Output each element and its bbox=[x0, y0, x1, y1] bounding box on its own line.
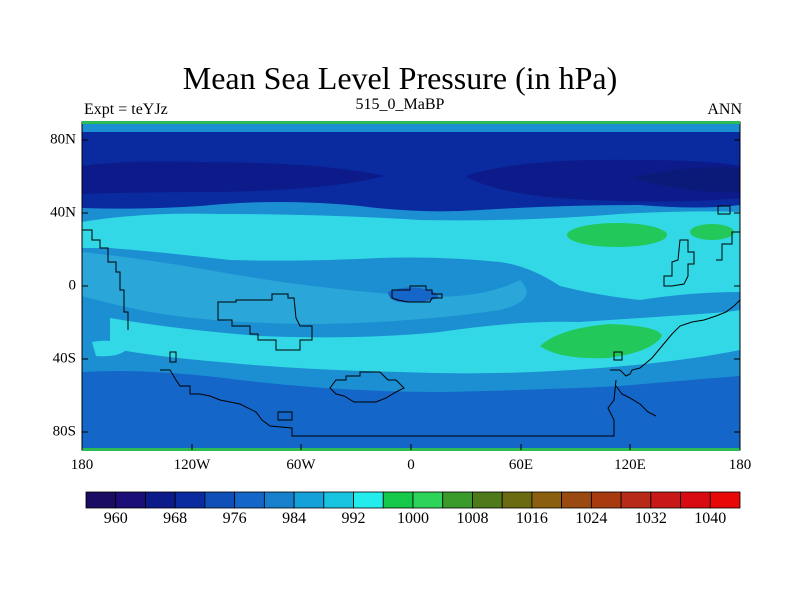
contour-region bbox=[690, 224, 734, 240]
colorbar-swatch bbox=[620, 491, 652, 509]
colorbar-label: 1000 bbox=[397, 510, 429, 527]
colorbar-swatch bbox=[353, 491, 384, 509]
x-tick-label: 120W bbox=[173, 457, 211, 473]
contour-region bbox=[82, 161, 385, 194]
colorbar-swatch bbox=[174, 491, 206, 509]
contour-region bbox=[388, 287, 439, 303]
x-tick-label: 60E bbox=[508, 457, 534, 473]
x-tick-label: 180 bbox=[728, 457, 752, 473]
y-tick-label: 40N bbox=[50, 204, 76, 221]
season-label: ANN bbox=[707, 101, 742, 118]
x-tick-label: 0 bbox=[407, 457, 415, 473]
axis-ticks bbox=[81, 139, 741, 450]
chart-title: Mean Sea Level Pressure (in hPa) bbox=[182, 60, 618, 96]
colorbar-label: 968 bbox=[163, 510, 188, 527]
contour-region bbox=[92, 340, 130, 357]
contour-region bbox=[82, 371, 740, 450]
colorbar-swatch bbox=[561, 491, 592, 509]
x-tick-label: 60W bbox=[286, 457, 316, 473]
contour-field bbox=[82, 122, 740, 450]
experiment-label: Expt = teYJz bbox=[84, 101, 168, 118]
coastlines bbox=[82, 205, 741, 437]
period-label: 515_0_MaBP bbox=[355, 96, 445, 113]
contour-region bbox=[540, 324, 662, 359]
colorbar-label: 1024 bbox=[575, 510, 608, 527]
contour-region bbox=[82, 252, 527, 324]
colorbar-label: 1032 bbox=[634, 510, 667, 527]
colorbar-swatch bbox=[412, 491, 444, 509]
colorbar-swatch bbox=[590, 491, 622, 509]
frame-top-band bbox=[82, 121, 740, 124]
colorbar-swatch bbox=[531, 491, 563, 509]
colorbar-swatch bbox=[650, 491, 681, 509]
colorbar-swatch bbox=[263, 491, 295, 509]
colorbar-swatch bbox=[234, 491, 265, 509]
colorbar-label: 1040 bbox=[694, 510, 727, 527]
colorbar-label: 992 bbox=[341, 510, 366, 527]
colorbar-swatch bbox=[442, 491, 473, 509]
colorbar-label: 1016 bbox=[515, 510, 548, 527]
contour-region bbox=[632, 167, 740, 193]
x-tick-label: 120E bbox=[614, 457, 646, 473]
contour-region bbox=[567, 223, 667, 247]
colorbar-swatch bbox=[709, 491, 741, 509]
colorbar-swatch bbox=[115, 491, 146, 509]
colorbar-swatch bbox=[323, 491, 354, 509]
colorbar-swatch bbox=[680, 491, 711, 509]
colorbar-swatch bbox=[145, 491, 176, 509]
contour-region bbox=[465, 159, 740, 202]
colorbar-label: 984 bbox=[282, 510, 307, 527]
colorbar-label: 960 bbox=[103, 510, 128, 527]
y-tick-label: 80N bbox=[50, 131, 76, 148]
y-tick-label: 40S bbox=[52, 350, 76, 367]
colorbar-swatch bbox=[472, 491, 503, 509]
y-tick-label: 80S bbox=[52, 423, 76, 440]
colorbar bbox=[85, 491, 741, 509]
colorbar-swatch bbox=[204, 491, 236, 509]
colorbar-swatch bbox=[85, 491, 117, 509]
colorbar-swatch bbox=[382, 491, 414, 509]
colorbar-swatch bbox=[501, 491, 533, 509]
colorbar-label: 1008 bbox=[456, 510, 489, 527]
y-tick-label: 0 bbox=[68, 277, 77, 294]
colorbar-label: 976 bbox=[222, 510, 247, 527]
x-tick-label: 180 bbox=[70, 457, 94, 473]
colorbar-swatch bbox=[293, 491, 325, 509]
